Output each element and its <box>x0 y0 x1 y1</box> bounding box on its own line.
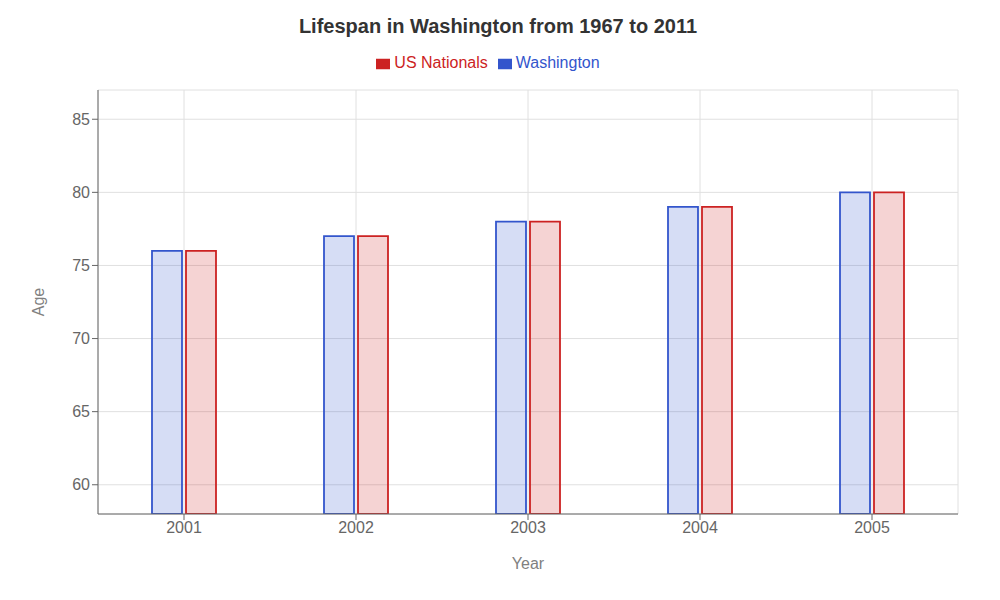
svg-text:80: 80 <box>72 184 90 201</box>
svg-text:2005: 2005 <box>854 519 890 536</box>
svg-text:85: 85 <box>72 111 90 128</box>
svg-text:2002: 2002 <box>338 519 374 536</box>
svg-text:2001: 2001 <box>166 519 202 536</box>
html-text:Washington: Washington <box>515 54 600 71</box>
svg-text:Year: Year <box>512 555 545 572</box>
svg-text:60: 60 <box>72 476 90 493</box>
svg-text:2004: 2004 <box>682 519 718 536</box>
html-text:US Nationals: US Nationals <box>394 54 488 71</box>
svg-text:75: 75 <box>72 257 90 274</box>
svg-text:2003: 2003 <box>510 519 546 536</box>
svg-text:70: 70 <box>72 330 90 347</box>
svg-text:Age: Age <box>30 288 47 317</box>
svg-text:65: 65 <box>72 403 90 420</box>
html-text:Lifespan in Washington from 19: Lifespan in Washington from 1967 to 2011 <box>298 15 698 37</box>
